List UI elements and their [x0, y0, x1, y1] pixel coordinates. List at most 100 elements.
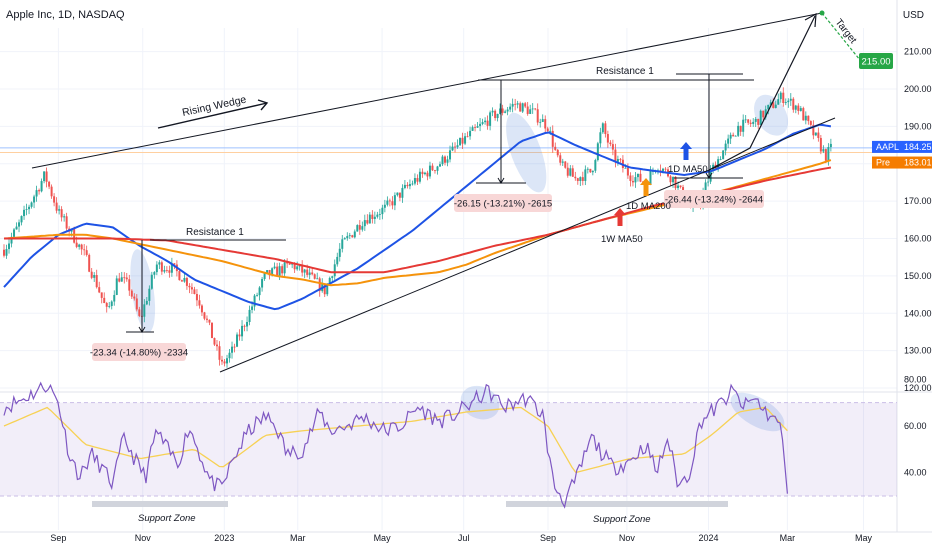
candle-body	[160, 262, 163, 272]
candle-body	[611, 144, 614, 150]
x-tick-label: Sep	[540, 533, 556, 543]
candle-body	[398, 192, 401, 198]
candle-body	[98, 287, 101, 293]
candle-body	[491, 110, 494, 113]
rsi-band	[0, 402, 897, 496]
candle-body	[787, 100, 790, 103]
candle-body	[15, 226, 18, 230]
rsi-line	[3, 381, 788, 509]
candle-body	[438, 164, 441, 167]
candle-body	[594, 160, 597, 171]
candle-body	[371, 214, 374, 219]
candle-body	[238, 334, 241, 337]
candle-body	[158, 262, 161, 265]
candle-body	[649, 171, 652, 185]
x-tick-label: May	[855, 533, 873, 543]
highlight-ellipse	[506, 112, 547, 193]
candle-body	[88, 254, 91, 272]
support-zone-box	[92, 501, 228, 507]
candle-body	[253, 295, 256, 307]
candle-body	[308, 272, 311, 275]
candle-body	[243, 325, 246, 327]
y-tick-label: 190.00	[904, 121, 932, 131]
x-tick-label: Nov	[135, 533, 152, 543]
candle-body	[564, 161, 567, 168]
rsi-tick-label: 80.00	[904, 374, 927, 384]
candle-body	[261, 278, 264, 288]
candle-body	[619, 159, 622, 160]
candle-body	[188, 285, 191, 288]
candle-body	[819, 137, 822, 152]
candle-body	[83, 249, 86, 251]
candle-body	[20, 216, 23, 223]
ma-pointer-arrow	[614, 208, 626, 226]
candle-body	[576, 178, 579, 181]
support-zone-box	[506, 501, 728, 507]
candle-body	[449, 150, 452, 160]
candle-body	[674, 176, 677, 189]
candle-body	[40, 181, 43, 192]
candle-body	[744, 119, 747, 121]
candle-body	[722, 150, 725, 160]
candle-body	[301, 264, 304, 273]
candle-body	[113, 294, 116, 302]
candle-body	[203, 312, 206, 319]
currency-label[interactable]: USD	[902, 10, 924, 21]
candle-body	[18, 222, 21, 227]
y-tick-label: 210.00	[904, 47, 932, 57]
candle-body	[338, 248, 341, 257]
candle-body	[303, 269, 306, 273]
candle-body	[629, 175, 632, 181]
candle-body	[336, 256, 339, 265]
candle-body	[794, 105, 797, 110]
candle-body	[634, 177, 637, 183]
candle-body	[388, 200, 391, 202]
candle-body	[444, 156, 447, 163]
candle-body	[358, 225, 361, 230]
candle-body	[526, 106, 529, 114]
candle-body	[135, 298, 138, 310]
candle-body	[494, 110, 497, 119]
candle-body	[762, 110, 765, 118]
rising-wedge-arrow	[157, 102, 268, 129]
candle-body	[506, 109, 509, 112]
candle-body	[333, 264, 336, 277]
candle-body	[63, 216, 66, 218]
candle-body	[767, 104, 770, 110]
candle-body	[476, 126, 479, 128]
candle-body	[534, 108, 537, 110]
candle-body	[636, 173, 639, 178]
candle-body	[677, 185, 680, 189]
candle-body	[799, 108, 802, 111]
candle-body	[133, 296, 136, 299]
candle-body	[481, 122, 484, 124]
price-tag-name: Pre	[876, 158, 890, 168]
x-tick-label: Nov	[619, 533, 636, 543]
measure-label-box	[92, 343, 186, 361]
candle-body	[797, 105, 800, 111]
candle-body	[125, 277, 128, 280]
candle-body	[286, 262, 289, 264]
candle-body	[75, 242, 78, 247]
candle-body	[624, 167, 627, 169]
candle-body	[556, 149, 559, 156]
candle-body	[110, 301, 113, 307]
y-tick-label: 120.00	[904, 383, 932, 393]
candle-body	[145, 300, 148, 305]
candle-body	[514, 103, 517, 105]
x-tick-label: Jul	[458, 533, 470, 543]
candle-body	[639, 173, 642, 182]
candle-body	[10, 236, 13, 244]
candle-body	[210, 322, 213, 339]
candle-body	[331, 276, 334, 278]
candle-body	[416, 178, 419, 182]
candle-body	[509, 106, 512, 110]
candle-body	[195, 294, 198, 301]
candle-body	[536, 109, 539, 123]
candle-body	[421, 171, 424, 175]
candle-body	[829, 143, 832, 148]
candle-body	[489, 112, 492, 126]
candle-body	[155, 264, 158, 273]
candle-body	[43, 171, 46, 182]
